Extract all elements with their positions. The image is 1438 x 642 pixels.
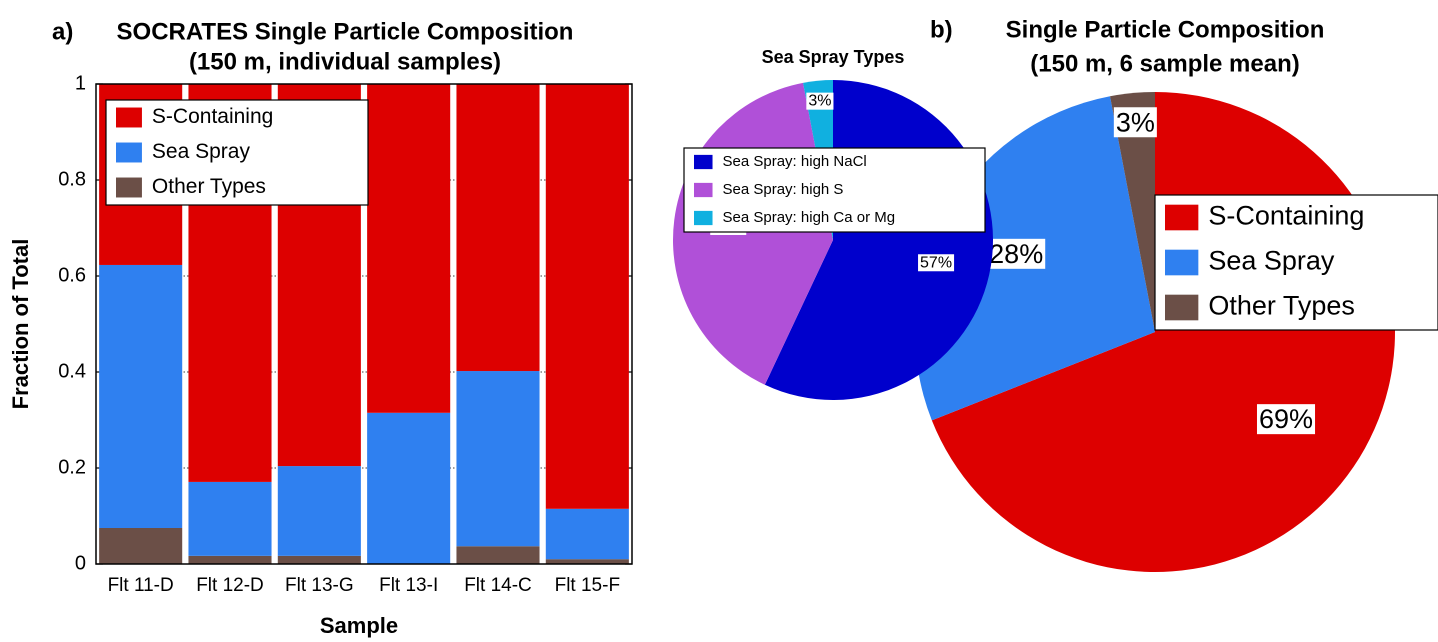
y-tick-label: 0.8 bbox=[58, 168, 86, 190]
bar-segment bbox=[456, 546, 540, 564]
bar-segment bbox=[367, 84, 451, 413]
value-label: 69% bbox=[1259, 404, 1313, 434]
bar-segment bbox=[456, 371, 540, 547]
bar-segment bbox=[545, 508, 629, 560]
plot-frame bbox=[95, 83, 633, 565]
panel-label: a) bbox=[52, 18, 73, 45]
value-label: 3% bbox=[1116, 107, 1155, 137]
legend-swatch bbox=[694, 182, 713, 198]
legend-label: S-Containing bbox=[1208, 201, 1364, 231]
value-label: 3% bbox=[808, 93, 831, 110]
value-label: 28% bbox=[989, 239, 1043, 269]
value-label-bg bbox=[1256, 404, 1316, 435]
x-tick-label: Flt 15-F bbox=[555, 575, 620, 596]
x-tick-label: Flt 12-D bbox=[196, 575, 264, 596]
x-tick-label: Flt 13-G bbox=[285, 575, 354, 596]
value-label-bg bbox=[806, 92, 834, 110]
legend-swatch bbox=[1165, 294, 1199, 321]
legend-label: Other Types bbox=[152, 175, 266, 198]
bar-segment bbox=[188, 555, 272, 564]
legend-label: Sea Spray bbox=[152, 140, 251, 163]
bar-segment bbox=[277, 466, 361, 556]
x-tick-label: Flt 11-D bbox=[108, 575, 174, 596]
legend-box bbox=[1154, 194, 1438, 331]
legend-label: Sea Spray: high S bbox=[723, 181, 844, 198]
legend-label: Sea Spray bbox=[1208, 246, 1335, 276]
legend-swatch bbox=[116, 177, 142, 198]
chart-title: Sea Spray Types bbox=[762, 47, 905, 67]
value-label: 57% bbox=[920, 254, 952, 271]
bar-segment bbox=[277, 555, 361, 564]
legend-swatch bbox=[116, 142, 142, 163]
legend-swatch bbox=[694, 154, 713, 170]
value-label-bg bbox=[987, 238, 1046, 269]
chart-subtitle: (150 m, individual samples) bbox=[189, 48, 501, 75]
y-tick-label: 0.2 bbox=[58, 456, 86, 478]
value-label-bg bbox=[1113, 107, 1157, 138]
y-tick-label: 0.6 bbox=[58, 264, 86, 286]
legend-label: S-Containing bbox=[152, 105, 273, 128]
panel-label: b) bbox=[930, 16, 953, 43]
bar-segment bbox=[545, 559, 629, 564]
bar-segment bbox=[99, 264, 183, 528]
legend-box bbox=[105, 99, 369, 206]
chart-subtitle: (150 m, 6 sample mean) bbox=[1030, 50, 1299, 77]
x-tick-label: Flt 14-C bbox=[464, 575, 532, 596]
y-tick-label: 1 bbox=[75, 72, 86, 94]
legend-label: Other Types bbox=[1208, 291, 1355, 321]
bar-segment bbox=[367, 412, 451, 564]
chart-title: Single Particle Composition bbox=[1006, 16, 1325, 43]
legend-label: Sea Spray: high Ca or Mg bbox=[723, 209, 896, 226]
y-tick-label: 0 bbox=[75, 552, 86, 574]
bar-segment bbox=[545, 84, 629, 509]
bar-segment bbox=[456, 84, 540, 372]
legend-label: Sea Spray: high NaCl bbox=[723, 153, 867, 170]
pie-slice bbox=[1110, 92, 1155, 332]
value-label-bg bbox=[918, 254, 955, 272]
y-axis-label: Fraction of Total bbox=[8, 239, 33, 410]
legend-swatch bbox=[1165, 204, 1199, 231]
bar-segment bbox=[188, 481, 272, 556]
legend-swatch bbox=[116, 107, 142, 128]
bar-segment bbox=[99, 528, 183, 564]
y-tick-label: 0.4 bbox=[58, 360, 86, 382]
x-tick-label: Flt 13-I bbox=[379, 575, 438, 596]
x-axis-label: Sample bbox=[320, 613, 398, 638]
legend-swatch bbox=[1165, 249, 1199, 276]
legend-swatch bbox=[694, 210, 713, 226]
legend-box bbox=[683, 147, 986, 233]
chart-title: SOCRATES Single Particle Composition bbox=[117, 18, 574, 45]
